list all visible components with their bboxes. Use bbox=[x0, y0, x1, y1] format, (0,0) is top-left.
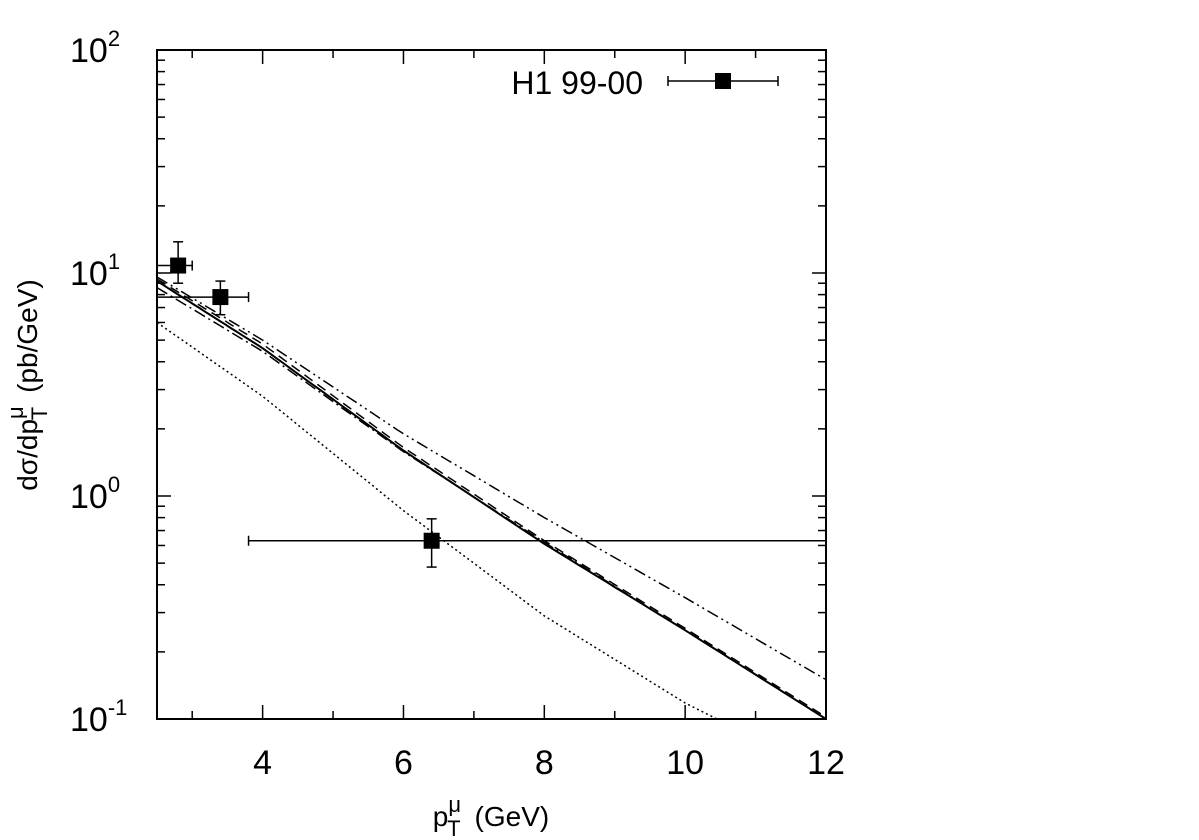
x-axis-label: pμ T (GeV) bbox=[433, 792, 549, 840]
x-tick-label: 4 bbox=[253, 744, 272, 782]
y-tick-label: 101 bbox=[70, 249, 120, 293]
data-marker bbox=[715, 73, 731, 89]
x-axis-label-sup: μ bbox=[448, 792, 461, 817]
y-axis-label: dσ/dpμT (pb/GeV) bbox=[3, 279, 52, 491]
y-tick-exponent: 0 bbox=[108, 472, 120, 497]
curve-dashdot bbox=[156, 286, 827, 720]
data-marker bbox=[212, 289, 229, 306]
legend-symbol bbox=[667, 73, 779, 89]
x-tick-label: 6 bbox=[394, 744, 413, 782]
x-tick-label: 8 bbox=[535, 744, 554, 782]
legend-marker bbox=[667, 73, 779, 89]
y-tick-exponent: 1 bbox=[108, 249, 120, 274]
curve-dashed bbox=[156, 278, 827, 718]
legend: H1 99-00 bbox=[511, 65, 779, 101]
data-marker bbox=[170, 257, 187, 274]
y-tick-label: 100 bbox=[70, 472, 120, 516]
y-axis-label-base: dσ/dp bbox=[12, 419, 43, 491]
data-point bbox=[247, 518, 827, 568]
ticks-layer bbox=[157, 50, 826, 720]
y-axis-label-unit: (pb/GeV) bbox=[12, 279, 43, 393]
x-axis-label-base: p bbox=[433, 801, 449, 832]
y-tick-label: 102 bbox=[70, 26, 120, 70]
curve-dashdotdot bbox=[156, 276, 827, 681]
y-axis-label-sub: T bbox=[27, 407, 52, 420]
x-axis-label-sub: T bbox=[447, 816, 460, 840]
y-tick-exponent: 2 bbox=[108, 26, 120, 51]
data-points-layer bbox=[156, 241, 827, 568]
legend-label: H1 99-00 bbox=[511, 65, 643, 101]
data-point bbox=[156, 280, 250, 316]
x-tick-label: 10 bbox=[666, 744, 704, 782]
y-tick-label: 10-1 bbox=[70, 695, 127, 739]
curve-dotted bbox=[156, 321, 718, 720]
y-axis-label-sup: μ bbox=[3, 406, 28, 419]
curves-layer bbox=[156, 276, 827, 720]
plot-frame bbox=[156, 49, 827, 720]
y-tick-exponent: -1 bbox=[108, 695, 128, 720]
data-marker bbox=[423, 532, 440, 549]
x-tick-label: 12 bbox=[807, 744, 845, 782]
data-point bbox=[156, 241, 193, 284]
x-axis-label-unit: (GeV) bbox=[475, 801, 550, 832]
